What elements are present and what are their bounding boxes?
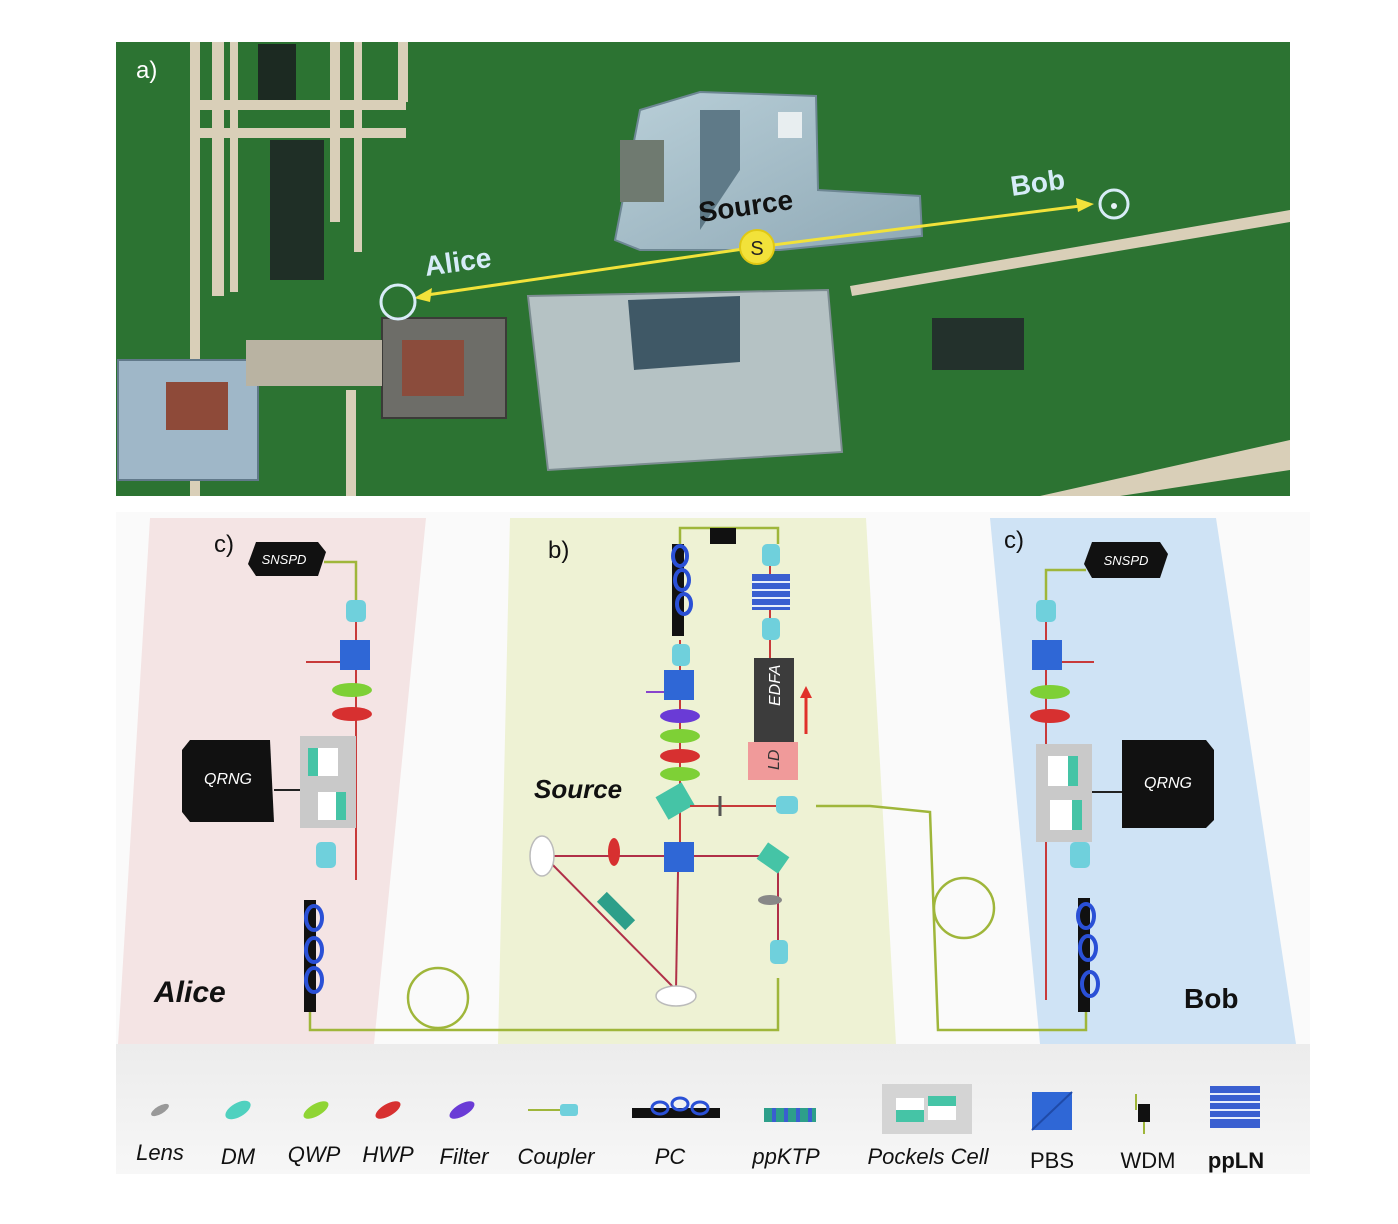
source-marker [739, 229, 775, 265]
source-marker-letter: S [750, 238, 763, 260]
bob-qrng-label: QRNG [1144, 775, 1192, 792]
aerial-map-panel: S a) Source Alice Bob [116, 42, 1290, 496]
legend-label-filter: Filter [440, 1144, 491, 1169]
source-panel [498, 518, 896, 1044]
coupler-icon [528, 1104, 578, 1116]
laser-diode [748, 742, 798, 780]
legend-label-ppktp: ppKTP [751, 1144, 820, 1169]
bob-name: Bob [1184, 983, 1238, 1014]
bob-panel-label: c) [1004, 527, 1024, 554]
pockels-cell-icon [882, 1084, 972, 1134]
bob-label: Bob [1009, 164, 1067, 202]
buildings [117, 90, 924, 481]
roads [190, 42, 1290, 496]
legend-label-lens: Lens [136, 1140, 184, 1165]
legend-label-pc: PC [655, 1144, 686, 1169]
alice-snspd-label: SNSPD [262, 552, 307, 567]
quantum-links [414, 198, 1094, 302]
bob-receiver: c) SNSPD QRNG Bob [1004, 527, 1238, 1014]
quarter-wave-plate-icon [303, 1101, 329, 1119]
legend-label-wdm: WDM [1121, 1148, 1176, 1173]
pbs-icon [1031, 1091, 1073, 1131]
alice-pbs [340, 640, 370, 670]
dichroic-mirror-icon [225, 1100, 251, 1120]
alice-name: Alice [153, 976, 226, 1009]
legend-label-pockels-cell: Pockels Cell [867, 1144, 989, 1169]
entangled-source: b) EDFA LD Source [529, 528, 812, 1007]
ppln-crystal-icon [1210, 1086, 1260, 1128]
alice-marker [379, 283, 417, 321]
bob-qrng [1122, 740, 1214, 828]
legend-label-dm: DM [221, 1144, 256, 1169]
legend-label-coupler: Coupler [517, 1144, 596, 1169]
polarization-controller-icon [632, 1096, 720, 1118]
alice-qrng [182, 740, 274, 822]
alice-receiver: c) SNSPD QRNG Alice [153, 531, 372, 1012]
bob-marker [1098, 188, 1130, 220]
alice-snspd [248, 542, 326, 576]
legend-label-pbs: PBS [1030, 1148, 1074, 1173]
edfa-label: EDFA [767, 665, 784, 706]
source-pbs [664, 842, 694, 872]
source-ppln [752, 574, 790, 610]
legend-label-hwp: HWP [362, 1142, 414, 1167]
laser-diode-label: LD [766, 749, 783, 770]
source-panel-label: b) [548, 537, 569, 564]
filter-icon [449, 1101, 475, 1119]
panel-a-label: a) [136, 57, 157, 84]
alice-qrng-label: QRNG [204, 771, 252, 788]
half-wave-plate-icon [375, 1101, 401, 1119]
bob-snspd [1084, 542, 1168, 578]
bob-snspd-label: SNSPD [1104, 553, 1149, 568]
legend: Lens DM QWP HWP Filter Coupler PC ppKTP … [136, 1084, 1264, 1173]
wdm-icon [1135, 1094, 1150, 1134]
ppktp-crystal-icon [764, 1108, 816, 1122]
alice-panel-label: c) [214, 531, 234, 558]
lens-icon [151, 1103, 169, 1117]
edfa [754, 658, 794, 744]
legend-label-ppln: ppLN [1208, 1148, 1264, 1173]
legend-label-qwp: QWP [288, 1142, 341, 1167]
bob-pbs [1032, 640, 1062, 670]
ppktp-crystal [596, 891, 636, 931]
source-wdm [710, 528, 736, 544]
source-title: Source [534, 774, 622, 804]
